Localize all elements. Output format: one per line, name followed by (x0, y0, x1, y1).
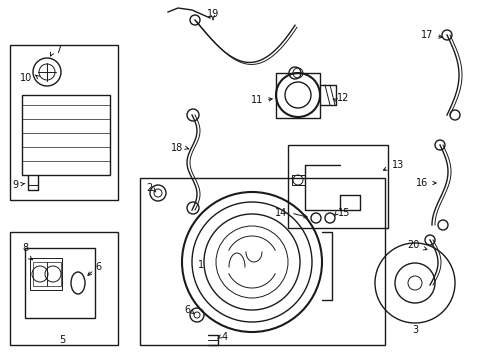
Text: 12: 12 (337, 93, 349, 103)
Text: 20: 20 (408, 240, 420, 250)
Bar (10, 232, 118, 345)
Bar (10, 45, 118, 200)
Text: 7: 7 (55, 45, 61, 55)
Text: 4: 4 (222, 332, 228, 342)
Text: 2: 2 (146, 183, 152, 193)
Bar (276, 73, 320, 118)
Bar (30, 258, 62, 290)
Text: 19: 19 (207, 9, 219, 19)
Text: 9: 9 (12, 180, 18, 190)
Text: 3: 3 (412, 325, 418, 335)
Text: 18: 18 (171, 143, 183, 153)
Text: 13: 13 (392, 160, 404, 170)
Bar (25, 248, 95, 318)
Bar (288, 145, 388, 228)
Text: 8: 8 (22, 243, 28, 253)
Text: 14: 14 (275, 208, 287, 218)
Bar (47, 262, 61, 286)
Bar (140, 178, 385, 345)
Text: 6: 6 (95, 262, 101, 272)
Text: 11: 11 (251, 95, 263, 105)
Text: 6: 6 (184, 305, 190, 315)
Text: 15: 15 (338, 208, 350, 218)
Bar (22, 95, 110, 175)
Bar (33, 262, 47, 286)
Text: 1: 1 (198, 260, 204, 270)
Text: 5: 5 (59, 335, 65, 345)
Text: 10: 10 (20, 73, 32, 83)
Text: 16: 16 (416, 178, 428, 188)
Text: 17: 17 (420, 30, 433, 40)
